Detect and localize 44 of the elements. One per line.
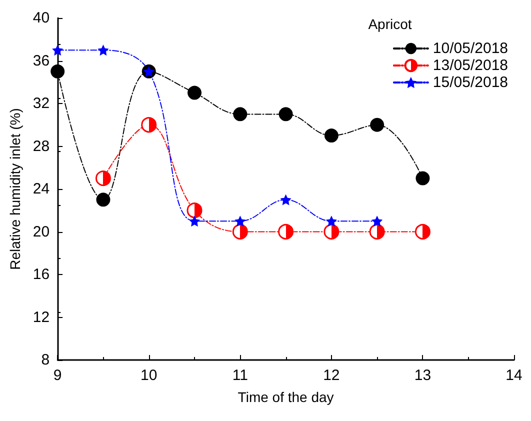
point xyxy=(50,64,65,78)
y-axis-title: Relative humidity inlet (%) xyxy=(7,108,23,270)
point xyxy=(369,224,385,240)
y-tick-label: 20 xyxy=(32,223,50,240)
y-tick-label: 8 xyxy=(41,352,50,368)
legend-label: 13/05/2018 xyxy=(432,57,508,74)
x-tick-label: 12 xyxy=(323,367,340,384)
point xyxy=(370,118,384,132)
legend-label: 10/05/2018 xyxy=(432,40,508,57)
point xyxy=(98,44,109,56)
x-tick-label: 14 xyxy=(506,367,522,384)
chart-title: Apricot xyxy=(368,16,412,32)
x-tick-label: 13 xyxy=(414,367,432,384)
x-tick-label: 11 xyxy=(232,367,248,384)
point xyxy=(186,202,202,218)
point xyxy=(232,224,248,240)
point xyxy=(141,117,157,133)
point xyxy=(52,44,64,56)
point xyxy=(234,216,246,227)
x-axis-title: Time of the day xyxy=(238,389,334,405)
y-tick-label: 32 xyxy=(32,95,50,112)
y-tick-label: 12 xyxy=(32,308,50,326)
point xyxy=(278,107,293,122)
point xyxy=(324,128,338,143)
point xyxy=(280,194,292,206)
x-tick-label: 10 xyxy=(140,367,158,384)
point xyxy=(326,216,337,227)
y-tick-label: 24 xyxy=(32,180,50,198)
point xyxy=(416,171,430,186)
y-tick-label: 36 xyxy=(32,52,50,70)
y-tick-label: 40 xyxy=(32,10,50,26)
x-tick-label: 9 xyxy=(53,367,62,384)
point xyxy=(414,224,430,240)
point xyxy=(95,170,111,186)
point xyxy=(188,86,202,100)
point xyxy=(372,216,383,227)
y-tick-label: 16 xyxy=(32,266,50,283)
point xyxy=(96,192,110,207)
point xyxy=(278,224,294,240)
point xyxy=(233,107,248,122)
point xyxy=(324,224,340,240)
point xyxy=(189,216,200,227)
legend-label: 15/05/2018 xyxy=(432,74,508,91)
y-tick-label: 28 xyxy=(32,138,50,155)
